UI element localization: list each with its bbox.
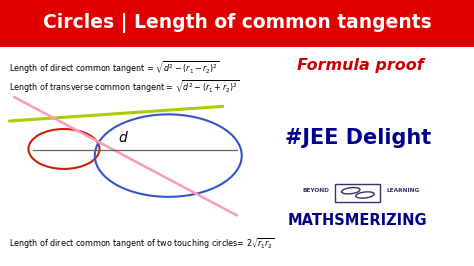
- Text: $d$: $d$: [118, 130, 128, 145]
- Text: MATHSMERIZING: MATHSMERIZING: [288, 213, 428, 228]
- Text: Length of direct common tangent of two touching circles= $2\sqrt{r_1 r_2}$: Length of direct common tangent of two t…: [9, 236, 275, 251]
- Text: Formula proof: Formula proof: [297, 58, 424, 73]
- Text: Length of transverse common tangent = $\sqrt{d^2-(r_1+r_2)^2}$: Length of transverse common tangent = $\…: [9, 78, 240, 95]
- Text: BEYOND: BEYOND: [302, 188, 329, 193]
- Text: Circles | Length of common tangents: Circles | Length of common tangents: [43, 13, 431, 33]
- FancyBboxPatch shape: [336, 184, 380, 202]
- FancyBboxPatch shape: [0, 0, 474, 47]
- Text: #JEE Delight: #JEE Delight: [285, 128, 431, 148]
- Text: Length of direct common tangent = $\sqrt{d^2-(r_1-r_2)^2}$: Length of direct common tangent = $\sqrt…: [9, 59, 220, 76]
- Text: LEARNING: LEARNING: [386, 188, 419, 193]
